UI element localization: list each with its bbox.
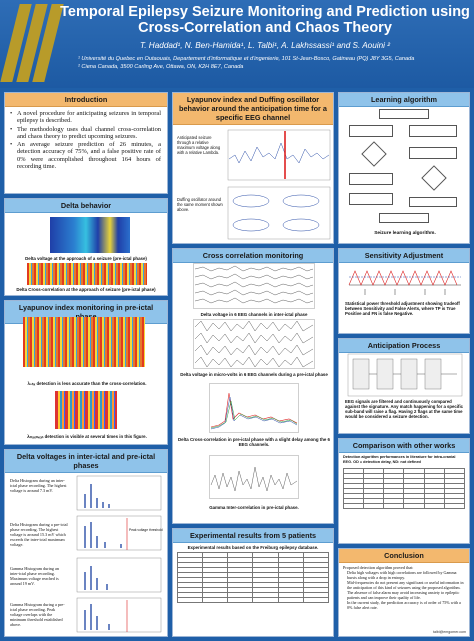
comparison-panel: Comparison with other works Detection al…: [338, 438, 470, 544]
histogram-plots: [76, 475, 162, 633]
table-cell: [403, 503, 425, 509]
table-cell: [277, 597, 304, 603]
introduction-list: A novel procedure for anticipating seizu…: [5, 107, 167, 170]
flow-box: [349, 173, 393, 185]
histogram-text-3: Gamma Histogram during an inter-ictal ph…: [10, 566, 59, 586]
cross-corr-caption-4: Gamma Inter-correlation in pre-ictal pha…: [209, 505, 299, 510]
affiliations: ¹ Université du Quebec en Outaouais, Dep…: [78, 55, 470, 71]
introduction-panel: Introduction A novel procedure for antic…: [4, 92, 168, 194]
cross-corr-caption-2: Delta voltage in micro-volts in 6 EEG ch…: [180, 372, 328, 377]
conclusion-bullet: In the current study, the prediction acc…: [347, 600, 461, 610]
histogram-text-4: Gamma Histogram during a pre-ictal phase…: [10, 602, 65, 627]
sensitivity-panel: Sensitivity Adjustment Statistical power…: [338, 248, 470, 334]
eeg-interictal-plot: [193, 263, 315, 309]
learning-heading: Learning algorithm: [339, 93, 469, 107]
conclusion-panel: Conclusion Proposed detection algorithm …: [338, 548, 470, 637]
gamma-intercorr-plot: [209, 455, 299, 499]
lyapunov-heatmap-1: [23, 317, 145, 367]
poster-header: Temporal Epilepsy Seizure Monitoring and…: [0, 0, 474, 88]
comparison-table: [342, 468, 466, 509]
delta-crosscorr-caption: Delta Cross-correlation at the approach …: [16, 287, 156, 292]
delta-voltage-heatmap: [50, 217, 130, 253]
conclusion-bullet: Mid-frequencies do not present any signi…: [347, 580, 464, 590]
experimental-table: [176, 552, 330, 603]
delta-voltages-heading: Delta voltages in inter-ictal and pre-ic…: [5, 450, 167, 473]
comparison-subtitle: Detection algorithm performances in lite…: [343, 455, 456, 464]
experimental-table-wrap: [173, 550, 333, 605]
intro-bullet: A novel procedure for anticipating seizu…: [10, 110, 161, 125]
cross-corr-panel: Cross correlation monitoring Delta volta…: [172, 248, 334, 524]
introduction-heading: Introduction: [5, 93, 167, 107]
conclusion-list: Delta high voltages with high correlatio…: [339, 570, 469, 610]
table-cell: [227, 597, 254, 603]
sensitivity-plot: [348, 270, 461, 295]
peak-threshold-label: Peak voltage threshold: [129, 528, 163, 532]
experimental-heading: Experimental results from 5 patients: [173, 529, 333, 543]
table-cell: [342, 503, 365, 509]
anticipation-text: EEG signals are filtered and continuousl…: [345, 399, 464, 419]
sensitivity-heading: Sensitivity Adjustment: [339, 249, 469, 263]
delta-behavior-panel: Delta behavior Delta voltage at the appr…: [4, 198, 168, 296]
lyapunov-duffing-panel: Lyapunov index and Duffing oscillator be…: [172, 92, 334, 244]
table-cell: [443, 503, 466, 509]
conclusion-lead: Proposed detection algorithm proved that…: [343, 565, 414, 570]
sensitivity-text: Statistical power threshold adjustment s…: [345, 301, 460, 316]
lyapunov-caption-2: λₘₐₓₘₑₐₙ detection is visible at several…: [27, 434, 147, 439]
flow-box: [349, 125, 393, 137]
contact-email: talbi@emgomer.com: [432, 630, 466, 634]
table-cell: [363, 503, 385, 509]
poster-title: Temporal Epilepsy Seizure Monitoring and…: [60, 4, 470, 36]
flow-box: [379, 213, 429, 223]
anticipation-panel: Anticipation Process EEG signals are fil…: [338, 338, 470, 434]
flow-box: [349, 193, 393, 205]
intro-bullet: An average seizure prediction of 26 minu…: [10, 141, 161, 170]
delta-crosscorr-heatmap: [27, 263, 147, 285]
authors: T. Haddad¹, N. Ben-Hamida¹, L. Talbi¹, A…: [140, 41, 390, 50]
table-cell: [383, 503, 405, 509]
flow-box: [409, 147, 457, 159]
delta-voltages-panel: Delta voltages in inter-ictal and pre-ic…: [4, 449, 168, 637]
university-logo: [0, 4, 64, 84]
learning-caption: Seizure learning algorithm.: [374, 231, 436, 236]
delta-crosscorr-plot: [209, 383, 299, 433]
histogram-text-1: Delta Histogram during an inter-ictal ph…: [10, 478, 67, 493]
intro-bullet: The methodology uses dual channel cross-…: [10, 126, 161, 141]
anticipation-diagram: [347, 353, 463, 397]
lyapunov-duffing-heading: Lyapunov index and Duffing oscillator be…: [173, 93, 333, 125]
histogram-text-2: Delta Histogram during a pre-ictal phase…: [10, 522, 68, 547]
lyapunov-heatmap-2: [55, 391, 117, 429]
lyapunov-note-1: Anticipated seizure through a relative m…: [177, 135, 221, 155]
lyapunov-preictal-panel: Lyapunov index monitoring in pre-ictal p…: [4, 300, 168, 445]
lyapunov-caption-1: λ₀ₕₓ detection is less accurate than the…: [27, 381, 147, 386]
conclusion-bullet: The absence of false alarm may avoid inc…: [347, 590, 460, 600]
cross-corr-caption-1: Delta voltage in 6 EEG channels in inter…: [200, 312, 308, 317]
comparison-heading: Comparison with other works: [339, 439, 469, 453]
delta-behavior-heading: Delta behavior: [5, 199, 167, 213]
comparison-table-wrap: [339, 467, 469, 510]
lyapunov-duffing-plots: [227, 129, 331, 240]
cross-corr-caption-3: Delta Cross-correlation in pre-ictal pha…: [177, 437, 330, 447]
experimental-panel: Experimental results from 5 patients Exp…: [172, 528, 334, 637]
table-cell: [252, 597, 279, 603]
experimental-subtitle: Experimental results based on the Freibu…: [187, 545, 319, 550]
flow-decision: [361, 141, 387, 167]
flow-decision: [421, 165, 447, 191]
flow-box: [409, 197, 457, 207]
affiliation-2: ² Ciena Canada, 3500 Carling Ave, Ottawa…: [78, 64, 244, 70]
affiliation-1: ¹ Université du Quebec en Outaouais, Dep…: [78, 56, 415, 62]
eeg-preictal-plot: [193, 319, 315, 369]
conclusion-bullet: Delta high voltages with high correlatio…: [347, 570, 457, 580]
table-cell: [423, 503, 445, 509]
learning-panel: Learning algorithm Seizure learning algo…: [338, 92, 470, 244]
table-cell: [202, 597, 229, 603]
anticipation-heading: Anticipation Process: [339, 339, 469, 353]
table-cell: [302, 597, 330, 603]
delta-voltage-caption: Delta voltage at the approach of a seizu…: [25, 256, 147, 261]
flow-box: [409, 125, 457, 137]
conclusion-heading: Conclusion: [339, 549, 469, 563]
flow-box: [379, 109, 429, 119]
lyapunov-note-2: Duffing oscillator around the same momen…: [177, 197, 223, 212]
cross-corr-heading: Cross correlation monitoring: [173, 249, 333, 263]
table-cell: [176, 597, 204, 603]
